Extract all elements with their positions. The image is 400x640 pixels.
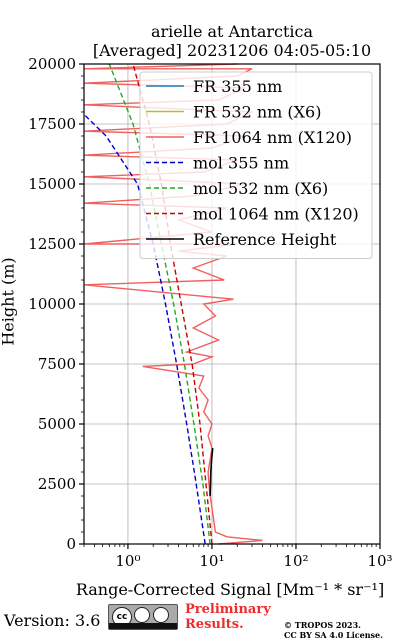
- version-label: Version: 3.6: [4, 611, 101, 630]
- cc-by-sa-icon: cc: [108, 604, 178, 630]
- y-axis-label: Height (m): [0, 257, 18, 346]
- by-icon: [134, 607, 150, 623]
- legend-label-2: FR 1064 nm (X120): [193, 128, 352, 147]
- y-tick-label: 5000: [38, 415, 76, 433]
- preliminary-line-1: Preliminary: [185, 602, 271, 617]
- copyright-note: © TROPOS 2023. CC BY SA 4.0 License.: [284, 620, 383, 640]
- cc-icon: cc: [112, 607, 132, 627]
- x-tick-label: 10⁰: [115, 552, 140, 570]
- x-tick-label: 10¹: [199, 552, 224, 570]
- legend-label-4: mol 532 nm (X6): [193, 179, 328, 198]
- legend-label-5: mol 1064 nm (X120): [193, 205, 359, 224]
- y-tick-label: 15000: [28, 175, 76, 193]
- chart-plot: 0 2500 5000 7500 10000 12500 15000 17500 20000 10…: [28, 55, 392, 570]
- legend-label-3: mol 355 nm: [193, 154, 289, 173]
- y-tick-label: 10000: [28, 295, 76, 313]
- legend-label-6: Reference Height: [193, 230, 337, 249]
- series-line-6: [209, 447, 214, 497]
- badge-strip: [109, 623, 177, 629]
- x-axis-label-unit: [Mm⁻¹ * sr⁻¹]: [276, 580, 385, 599]
- series-line-4: [108, 63, 211, 545]
- x-tick-label: 10³: [367, 552, 392, 570]
- chart-subtitle: [Averaged] 20231206 04:05-05:10: [92, 41, 372, 60]
- legend-box: [139, 71, 373, 259]
- preliminary-note: Preliminary Results.: [185, 602, 271, 632]
- y-tick-label: 7500: [38, 355, 76, 373]
- legend-label-1: FR 532 nm (X6): [193, 103, 321, 122]
- chart-title: arielle at Antarctica: [150, 22, 314, 41]
- x-axis-label-text: Range-Corrected Signal: [75, 580, 272, 599]
- preliminary-line-2: Results.: [185, 617, 244, 632]
- y-tick-label: 2500: [38, 475, 76, 493]
- legend-label-0: FR 355 nm: [193, 77, 282, 96]
- y-tick-label: 17500: [28, 115, 76, 133]
- copyright-line-2: CC BY SA 4.0 License.: [284, 630, 383, 640]
- x-tick-label: 10²: [283, 552, 308, 570]
- y-tick-label: 20000: [28, 55, 76, 73]
- y-tick-label: 0: [66, 535, 76, 553]
- copyright-line-1: © TROPOS 2023.: [284, 620, 361, 630]
- y-tick-label: 12500: [28, 235, 76, 253]
- sa-icon: [153, 607, 169, 623]
- series-line-3: [83, 113, 206, 545]
- x-axis-label: Range-Corrected Signal [Mm⁻¹ * sr⁻¹]: [60, 580, 400, 599]
